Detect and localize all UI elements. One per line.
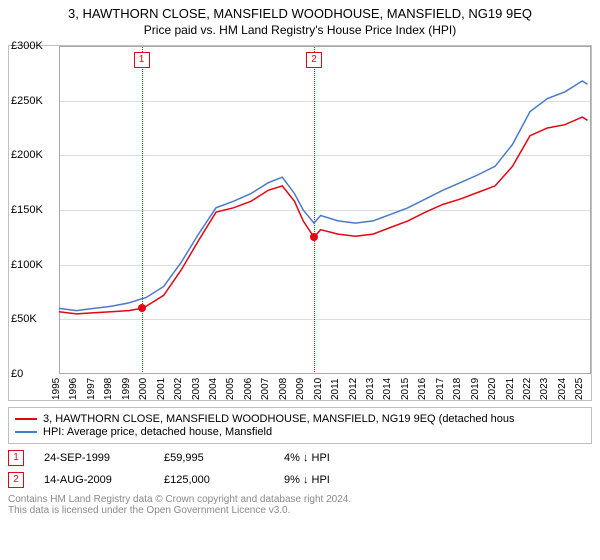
legend-swatch-hpi [15, 431, 37, 433]
x-tick-label: 2023 [539, 378, 550, 400]
x-tick-label: 2008 [278, 378, 289, 400]
x-tick-label: 2004 [208, 378, 219, 400]
event-marker-2: 2 [8, 472, 24, 488]
x-tick-label: 1998 [103, 378, 114, 400]
x-tick-label: 1995 [51, 378, 62, 400]
footer: Contains HM Land Registry data © Crown c… [8, 494, 592, 516]
x-tick-label: 2001 [156, 378, 167, 400]
x-tick-label: 2025 [574, 378, 585, 400]
y-tick-label: £50K [11, 313, 37, 325]
event-marker-1: 1 [8, 450, 24, 466]
x-tick-label: 1996 [68, 378, 79, 400]
x-tick-label: 2014 [382, 378, 393, 400]
event-point [138, 304, 146, 312]
event-row-1: 1 24-SEP-1999 £59,995 4% ↓ HPI [8, 450, 592, 466]
y-tick-label: £150K [11, 204, 43, 216]
x-tick-label: 2022 [522, 378, 533, 400]
x-tick-label: 2003 [191, 378, 202, 400]
legend: 3, HAWTHORN CLOSE, MANSFIELD WOODHOUSE, … [8, 407, 592, 444]
x-tick-label: 2020 [487, 378, 498, 400]
x-tick-label: 2002 [173, 378, 184, 400]
events-table: 1 24-SEP-1999 £59,995 4% ↓ HPI 2 14-AUG-… [8, 450, 592, 488]
x-tick-label: 2017 [435, 378, 446, 400]
x-tick-label: 2016 [417, 378, 428, 400]
event-date-1: 24-SEP-1999 [44, 452, 164, 464]
x-tick-label: 2011 [330, 378, 341, 400]
legend-swatch-property [15, 418, 37, 420]
title-subtitle: Price paid vs. HM Land Registry's House … [8, 23, 592, 37]
event-price-1: £59,995 [164, 452, 284, 464]
event-marker-box: 2 [306, 52, 322, 68]
x-tick-label: 2012 [348, 378, 359, 400]
x-tick-label: 2007 [260, 378, 271, 400]
event-marker-box: 1 [134, 52, 150, 68]
x-tick-label: 2019 [470, 378, 481, 400]
series-property [59, 117, 588, 314]
event-delta-1: 4% ↓ HPI [284, 452, 330, 464]
legend-label-hpi: HPI: Average price, detached house, Mans… [43, 426, 272, 438]
y-tick-label: £200K [11, 149, 43, 161]
event-price-2: £125,000 [164, 474, 284, 486]
x-tick-label: 2006 [243, 378, 254, 400]
footer-line2: This data is licensed under the Open Gov… [8, 505, 592, 516]
legend-row-property: 3, HAWTHORN CLOSE, MANSFIELD WOODHOUSE, … [15, 413, 585, 425]
x-tick-label: 2000 [138, 378, 149, 400]
x-tick-label: 2010 [313, 378, 324, 400]
y-tick-label: £0 [11, 368, 23, 380]
x-axis-labels: 1995199619971998199920002001200220032004… [59, 374, 591, 400]
x-tick-label: 1997 [86, 378, 97, 400]
legend-row-hpi: HPI: Average price, detached house, Mans… [15, 426, 585, 438]
plot-inner [59, 46, 591, 374]
x-tick-label: 2013 [365, 378, 376, 400]
x-tick-label: 2005 [225, 378, 236, 400]
x-tick-label: 2024 [557, 378, 568, 400]
x-tick-label: 2009 [295, 378, 306, 400]
line-svg [59, 46, 591, 374]
title-address: 3, HAWTHORN CLOSE, MANSFIELD WOODHOUSE, … [8, 6, 592, 21]
footer-line1: Contains HM Land Registry data © Crown c… [8, 494, 592, 505]
x-tick-label: 2018 [452, 378, 463, 400]
y-tick-label: £100K [11, 259, 43, 271]
titles: 3, HAWTHORN CLOSE, MANSFIELD WOODHOUSE, … [0, 0, 600, 41]
x-tick-label: 1999 [121, 378, 132, 400]
legend-label-property: 3, HAWTHORN CLOSE, MANSFIELD WOODHOUSE, … [43, 413, 515, 425]
series-hpi [59, 81, 588, 311]
x-tick-label: 2021 [505, 378, 516, 400]
y-tick-label: £250K [11, 95, 43, 107]
event-date-2: 14-AUG-2009 [44, 474, 164, 486]
y-tick-label: £300K [11, 40, 43, 52]
chart-container: 3, HAWTHORN CLOSE, MANSFIELD WOODHOUSE, … [0, 0, 600, 516]
x-tick-label: 2015 [400, 378, 411, 400]
event-delta-2: 9% ↓ HPI [284, 474, 330, 486]
event-row-2: 2 14-AUG-2009 £125,000 9% ↓ HPI [8, 472, 592, 488]
plot-area: 1995 1996 1997 1998 1999 2000 2001 2002 2003 2004… [8, 45, 592, 401]
